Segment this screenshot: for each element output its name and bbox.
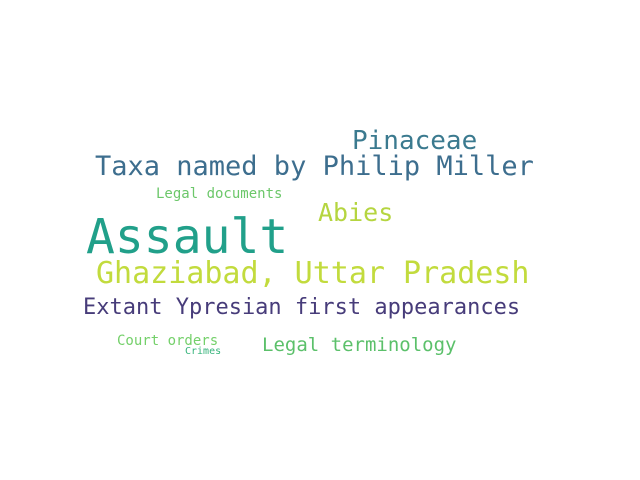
word-abies: Abies <box>318 198 394 227</box>
word-extant-ypresian: Extant Ypresian first appearances <box>83 295 521 320</box>
word-court-orders: Court orders <box>117 333 219 349</box>
word-legal-terminology: Legal terminology <box>262 334 457 356</box>
word-legal-documents: Legal documents <box>156 186 283 202</box>
word-assault: Assault <box>86 209 289 265</box>
word-crimes: Crimes <box>185 346 222 357</box>
word-taxa-philip-miller: Taxa named by Philip Miller <box>95 151 534 182</box>
word-ghaziabad: Ghaziabad, Uttar Pradesh <box>96 256 530 291</box>
word-pinaceae: Pinaceae <box>352 126 478 156</box>
